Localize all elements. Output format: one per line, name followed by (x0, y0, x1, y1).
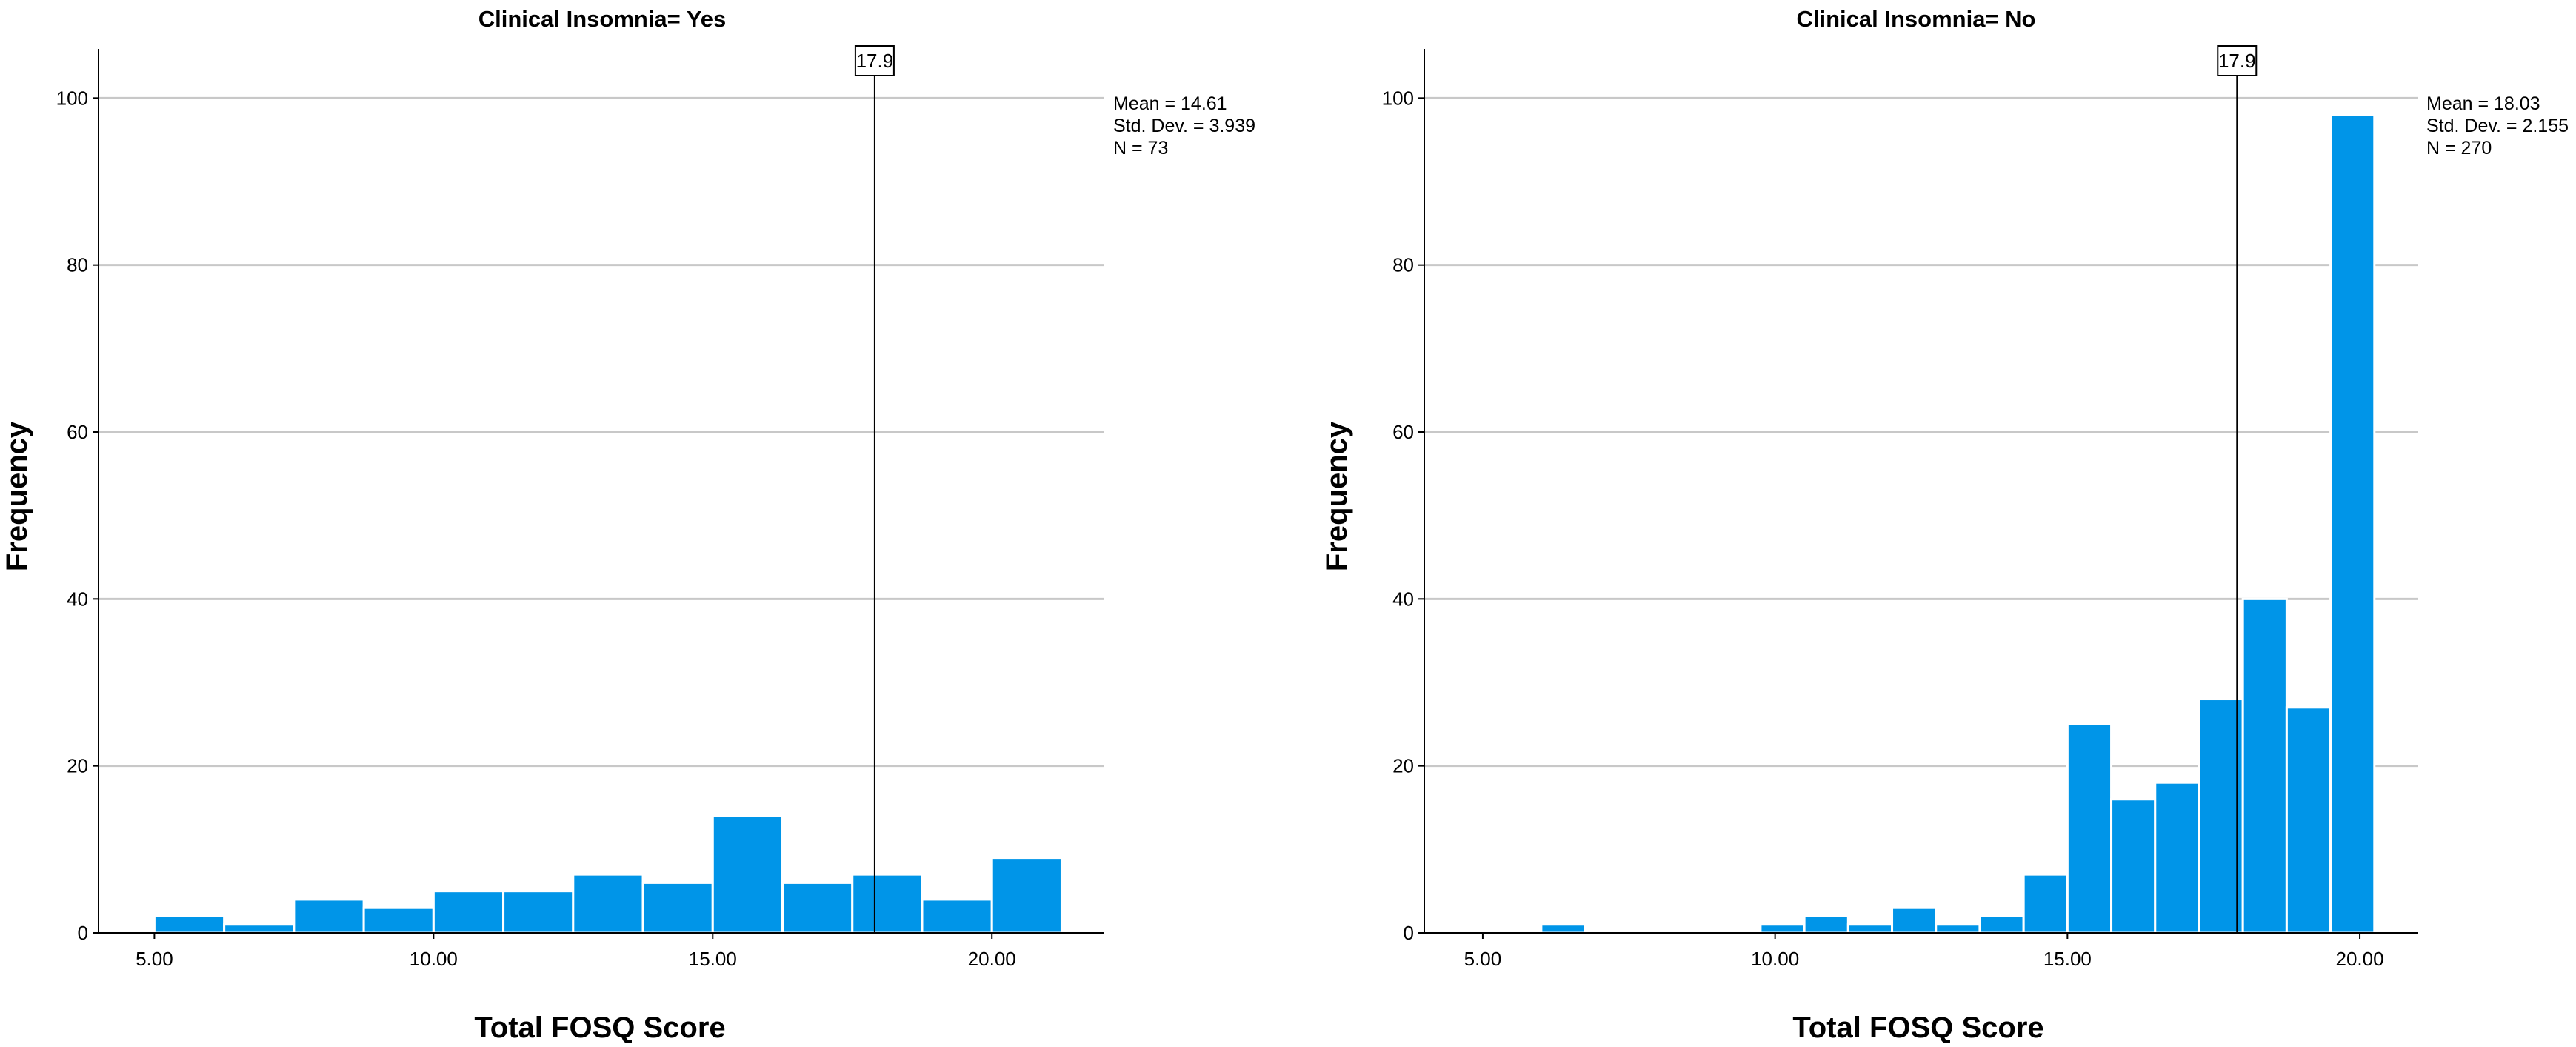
histogram-bar (153, 914, 226, 934)
y-tick-label: 0 (1404, 922, 1414, 944)
x-tick-label: 20.00 (968, 948, 1016, 970)
gridlines (99, 96, 1104, 768)
x-tick-label: 10.00 (1751, 948, 1799, 970)
bars (153, 814, 1063, 934)
summary-stat: N = 73 (1113, 138, 1168, 159)
reference-label-box (2217, 45, 2258, 76)
y-tick-label: 20 (67, 755, 88, 777)
y-tick-label: 20 (1392, 755, 1414, 777)
histogram-bar (1759, 923, 1806, 934)
histogram-bar (362, 906, 435, 934)
x-tick-labels: 5.00 10.00 15.00 20.00 (1464, 948, 2384, 970)
y-tick-labels: 0 20 40 60 80 100 (56, 87, 88, 944)
histogram-bar (1803, 914, 1849, 934)
axes (1418, 49, 2418, 939)
histogram-bar (2110, 798, 2157, 934)
summary-stat: Mean = 18.03 (2426, 93, 2540, 114)
x-axis-label: Total FOSQ Score (474, 1011, 725, 1044)
x-tick-label: 15.00 (2043, 948, 2092, 970)
y-tick-label: 80 (67, 254, 88, 276)
chart-title: Clinical Insomnia= Yes (478, 6, 727, 32)
summary-stat: Std. Dev. = 3.939 (1113, 116, 1255, 136)
reference-line: 17.9 (854, 45, 895, 933)
x-axis-label: Total FOSQ Score (1792, 1011, 2043, 1044)
summary-stat: N = 270 (2426, 138, 2492, 159)
y-tick-labels: 0 20 40 60 80 100 (1382, 87, 1414, 944)
y-tick-label: 60 (67, 421, 88, 443)
x-tick-label: 20.00 (2336, 948, 2384, 970)
histogram-bar (432, 890, 505, 934)
histogram-panel-insomnia-yes: Clinical Insomnia= Yes Frequency Total F… (1, 6, 1255, 1044)
x-tick-labels: 5.00 10.00 15.00 20.00 (136, 948, 1016, 970)
summary-stat: Std. Dev. = 2.155 (2426, 116, 2569, 136)
histogram-bar (1978, 914, 2025, 934)
histogram-bar (2198, 698, 2244, 934)
histogram-bar (2022, 873, 2069, 934)
histogram-bar (2154, 781, 2200, 934)
x-tick-label: 10.00 (410, 948, 458, 970)
histogram-bar (2329, 113, 2376, 934)
histogram-bar (781, 881, 854, 934)
y-tick-label: 60 (1392, 421, 1414, 443)
histogram-bar (990, 857, 1063, 934)
x-tick-label: 15.00 (689, 948, 737, 970)
y-axis-label: Frequency (1, 421, 33, 571)
histogram-bar (293, 898, 365, 934)
histogram-bar (921, 898, 993, 934)
histogram-bar (711, 814, 784, 934)
histogram-bar (1540, 923, 1586, 934)
axes (93, 49, 1104, 939)
histogram-bar (502, 890, 575, 934)
x-tick-label: 5.00 (1464, 948, 1502, 970)
histogram-bar (641, 881, 714, 934)
histogram-bar (1935, 923, 1981, 934)
reference-line-label: 17.9 (856, 50, 894, 72)
y-tick-label: 40 (67, 588, 88, 610)
summary-stat: Mean = 14.61 (1113, 93, 1227, 114)
y-tick-label: 80 (1392, 254, 1414, 276)
histogram-bar (2066, 722, 2113, 934)
x-tick-label: 5.00 (136, 948, 173, 970)
histogram-bar (1846, 923, 1894, 934)
chart-title: Clinical Insomnia= No (1797, 6, 2036, 32)
y-tick-label: 0 (78, 922, 88, 944)
reference-line-label: 17.9 (2218, 50, 2256, 72)
histogram-bar (572, 873, 644, 934)
reference-line: 17.9 (2217, 45, 2258, 933)
histogram-bar (2285, 706, 2332, 934)
y-tick-label: 40 (1392, 588, 1414, 610)
y-tick-label: 100 (56, 87, 88, 109)
histogram-panel-insomnia-no: Clinical Insomnia= No Frequency Total FO… (1321, 6, 2569, 1044)
bars (1540, 113, 2376, 934)
y-axis-label: Frequency (1321, 421, 1353, 571)
histogram-bar (1891, 906, 1938, 934)
histogram-bar (2241, 597, 2288, 934)
histogram-bar (851, 873, 924, 934)
histogram-bar (223, 923, 296, 934)
y-tick-label: 100 (1382, 87, 1414, 109)
reference-label-box (854, 45, 895, 76)
